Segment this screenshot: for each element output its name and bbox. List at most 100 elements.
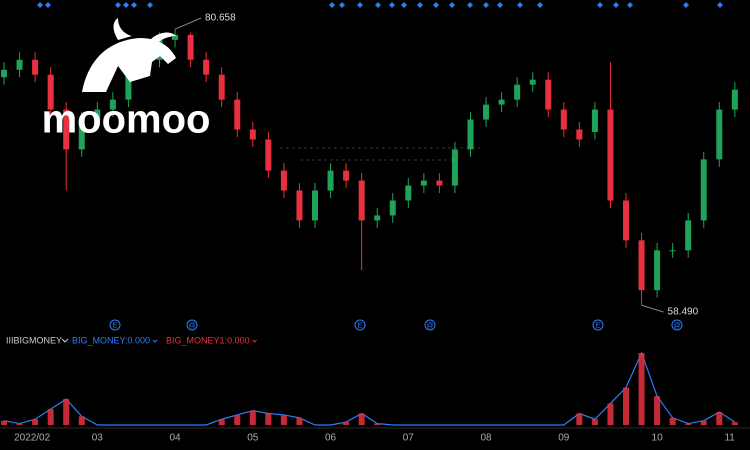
- top-markers: [37, 2, 723, 8]
- candle-body: [47, 74, 54, 110]
- candle-body: [78, 119, 85, 150]
- event-marker: [671, 319, 683, 331]
- candle-body: [405, 185, 412, 201]
- annotation: 80.658: [205, 13, 236, 24]
- candle-body: [451, 149, 458, 186]
- x-tick-label: 08: [480, 433, 492, 444]
- bar: [47, 409, 54, 425]
- bar: [16, 423, 23, 425]
- x-tick-label: 07: [403, 433, 415, 444]
- candle-body: [731, 89, 738, 110]
- legend-entry: BIG_MONEY:0.000: [72, 335, 150, 345]
- annotation-leader: [641, 304, 664, 313]
- candle-body: [358, 180, 365, 221]
- candle-body: [467, 119, 474, 150]
- bar: [32, 419, 39, 425]
- event-marker: [592, 319, 604, 331]
- candle-body: [529, 79, 536, 85]
- event-label: @: [426, 322, 433, 329]
- bar: [685, 423, 692, 425]
- dropdown-icon[interactable]: [61, 338, 69, 343]
- candle-body: [172, 34, 179, 40]
- candle-body: [420, 180, 427, 186]
- candle-body: [483, 104, 490, 120]
- event-label: @: [188, 322, 195, 329]
- candle-body: [545, 79, 552, 110]
- candle-body: [374, 215, 381, 221]
- bar: [591, 419, 598, 425]
- candle-body: [203, 59, 210, 75]
- candle-body: [16, 59, 23, 70]
- x-tick-label: 04: [169, 433, 181, 444]
- candle-body: [498, 99, 505, 105]
- event-label: E: [113, 322, 118, 329]
- x-tick-label: 2022/02: [14, 433, 51, 444]
- candle-body: [312, 190, 318, 221]
- annotation: 58.490: [668, 307, 699, 318]
- bar: [716, 412, 723, 425]
- faint-levels: [280, 147, 480, 161]
- candle-body: [607, 109, 614, 201]
- bar: [63, 399, 70, 425]
- bar: [700, 420, 707, 425]
- candle-body: [514, 84, 521, 100]
- candle-body: [700, 159, 707, 221]
- event-label: E: [596, 322, 601, 329]
- candle-body: [265, 139, 272, 171]
- event-marker: [424, 319, 436, 331]
- bar: [623, 387, 629, 425]
- candle-body: [327, 170, 334, 191]
- indicator-title: IIIBIGMONEY: [6, 335, 62, 345]
- legend-dropdown: [252, 339, 257, 343]
- candle-body: [32, 59, 39, 75]
- bar: [374, 423, 381, 425]
- candle-body: [249, 129, 256, 140]
- candle-body: [1, 69, 7, 78]
- candle-body: [436, 180, 443, 186]
- bar: [296, 417, 303, 425]
- bar: [265, 413, 272, 425]
- x-tick-label: 05: [247, 433, 259, 444]
- indicator-panel: IIIBIGMONEY BIG_MONEY:0.000 BIG_MONEY1:0.…: [1, 335, 738, 426]
- x-tick-label: 03: [92, 433, 104, 444]
- candle-body: [654, 250, 661, 291]
- bar: [1, 420, 7, 425]
- candle-body: [280, 170, 287, 191]
- candle-body: [296, 190, 303, 221]
- x-tick-label: 11: [724, 433, 735, 444]
- bar: [731, 422, 738, 425]
- candle-body: [94, 109, 101, 120]
- bar: [343, 422, 350, 425]
- candle-body: [218, 74, 225, 100]
- legend-entry: BIG_MONEY1:0.000: [166, 335, 250, 345]
- candle-body: [576, 129, 583, 140]
- event-marker: [186, 319, 198, 331]
- legend-dropdown: [152, 339, 158, 343]
- candle-body: [638, 240, 645, 291]
- candle-body: [343, 170, 350, 181]
- x-tick-label: 06: [325, 433, 337, 444]
- candle-body: [560, 109, 567, 130]
- candle-body: [623, 200, 629, 241]
- candle-body: [187, 34, 194, 60]
- bar: [280, 414, 287, 425]
- indicator-line: [3, 351, 736, 426]
- candle-body: [669, 250, 676, 252]
- bar: [234, 414, 241, 425]
- candle-body: [716, 109, 723, 160]
- candle-body: [109, 99, 116, 110]
- bar: [607, 403, 614, 425]
- bar: [249, 410, 256, 425]
- bar: [638, 353, 645, 425]
- bar: [654, 396, 661, 425]
- watermark: moomoo: [42, 98, 211, 142]
- x-tick-label: 09: [558, 433, 570, 444]
- event-label: @: [673, 322, 680, 329]
- event-label: E: [358, 322, 363, 329]
- logo: moomoo: [42, 18, 211, 142]
- bar: [358, 413, 365, 425]
- candle-body: [685, 220, 692, 251]
- bar: [576, 413, 583, 425]
- event-marker: [109, 319, 121, 331]
- x-tick-label: 10: [652, 433, 664, 444]
